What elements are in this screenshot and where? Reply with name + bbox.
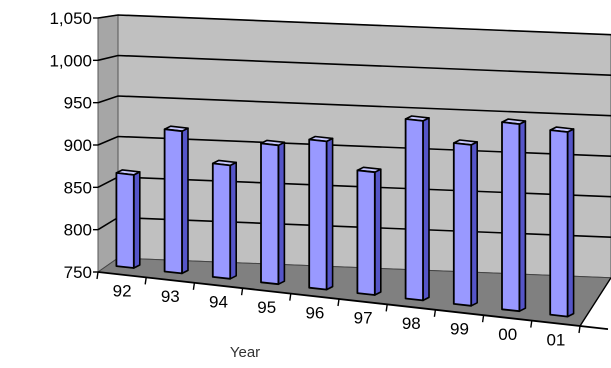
x-tick-mark [433,309,437,317]
bar-97 [356,166,382,296]
bar-01 [549,126,575,318]
y-tick-label: 900 [64,136,92,155]
axes [93,17,611,334]
x-tick-label: 92 [113,282,132,301]
x-axis-title: Year [230,344,260,361]
x-tick-mark [481,315,485,323]
bar-99 [452,139,479,307]
gridline [97,54,611,76]
bar-98 [404,115,430,302]
bar-front [549,129,569,318]
bar-93 [163,125,189,275]
x-tick-label: 98 [402,314,421,333]
x-tick-label: 94 [209,292,228,311]
y-tick-labels: 750 800 850 900 950 1,000 1,050 [49,9,92,282]
bar-94 [211,159,237,280]
bar-front [501,121,521,313]
x-tick-mark [578,325,581,334]
x-tick-mark [385,304,388,312]
x-tick-label: 95 [257,298,276,317]
bar-front [163,128,183,275]
bar-front [115,171,135,269]
x-tick-label: 93 [161,287,180,306]
y-tick-label: 1,000 [49,51,92,70]
floor-edge [579,277,611,327]
y-tick-label: 750 [64,263,92,282]
bar-front [211,162,232,280]
x-tick-mark [289,293,292,301]
x-tick-mark [192,282,196,290]
bar-side [566,128,575,318]
x-tick-mark [337,298,340,307]
x-tick-mark [144,277,147,285]
bar-front [404,118,424,302]
bar-front [452,142,473,307]
bar-front [308,138,328,291]
x-tick-label: 99 [450,319,469,338]
x-tick-mark [96,271,99,280]
x-tick-mark [530,320,533,328]
gridline [97,14,611,36]
bar-00 [501,118,527,313]
x-tick-labels: 92 93 94 95 96 97 98 99 00 01 [113,282,566,350]
x-tick-label: 97 [354,309,373,328]
bar-front [260,142,280,286]
bar-95 [260,139,286,286]
y-tick-label: 1,050 [49,9,92,28]
gridline [97,135,611,157]
gridline [97,95,611,117]
x-tick-mark [240,288,244,296]
y-tick-label: 950 [64,94,92,113]
bar-front [356,169,376,296]
bars [115,115,575,318]
x-tick-label: 96 [305,303,324,322]
x-tick-label: 00 [498,325,517,344]
y-tick-label: 850 [64,178,92,197]
bar-96 [308,135,334,291]
x-tick-label: 01 [546,330,565,349]
bar-92 [115,169,141,269]
x-axis-line [97,271,609,331]
y-tick-label: 800 [64,221,92,240]
